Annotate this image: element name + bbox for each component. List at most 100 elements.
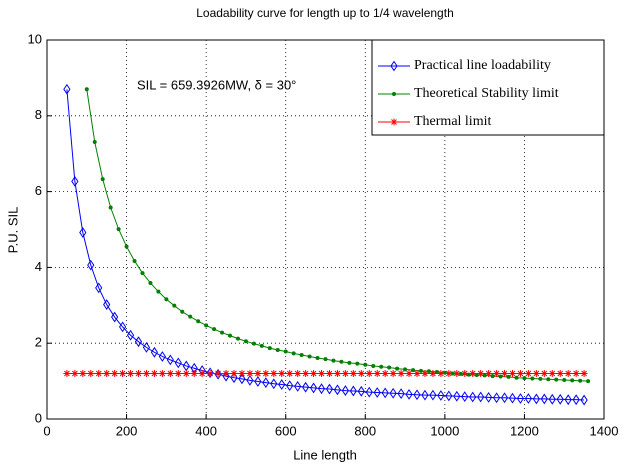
marker [453, 370, 461, 378]
marker [294, 381, 302, 392]
marker [214, 370, 222, 378]
marker [238, 373, 246, 385]
marker [403, 367, 408, 372]
x-tick-label: 0 [43, 423, 50, 438]
marker [482, 373, 487, 378]
legend-marker [390, 60, 398, 72]
marker [118, 321, 127, 333]
x-tick-label: 1200 [510, 423, 539, 438]
marker [126, 329, 135, 341]
marker [469, 370, 477, 378]
marker [87, 259, 95, 271]
marker [349, 370, 357, 378]
marker [532, 393, 540, 405]
marker [469, 391, 477, 403]
marker [142, 370, 150, 378]
marker [302, 370, 310, 378]
marker [554, 377, 559, 382]
marker [310, 370, 318, 378]
marker [548, 370, 556, 378]
marker [397, 388, 405, 400]
marker [570, 378, 575, 383]
marker [164, 297, 169, 302]
marker [556, 393, 564, 405]
marker [156, 289, 161, 294]
marker [477, 391, 485, 403]
marker [437, 370, 445, 378]
marker [317, 383, 326, 395]
marker [548, 393, 556, 405]
marker [103, 299, 111, 310]
marker [150, 370, 158, 378]
marker [516, 393, 525, 404]
marker [222, 370, 230, 382]
marker [339, 359, 344, 364]
marker [246, 370, 254, 378]
marker [405, 370, 413, 378]
marker [413, 389, 421, 401]
marker [228, 333, 233, 338]
marker [365, 370, 373, 378]
marker [190, 370, 198, 378]
marker [188, 314, 193, 319]
marker [262, 377, 270, 389]
marker [564, 394, 572, 406]
marker [95, 282, 103, 294]
marker [493, 370, 501, 378]
marker [341, 385, 349, 396]
marker [508, 370, 516, 378]
marker [418, 368, 423, 373]
marker [238, 370, 246, 378]
marker [429, 389, 437, 401]
marker [132, 258, 137, 263]
marker [259, 343, 264, 348]
marker [63, 370, 71, 378]
marker [349, 385, 357, 397]
marker [92, 139, 97, 144]
legend-label: Theoretical Stability limit [414, 86, 559, 101]
marker [492, 392, 501, 404]
marker [445, 390, 453, 402]
series-line [66, 89, 585, 401]
marker [347, 360, 352, 365]
marker [315, 355, 320, 360]
marker [434, 370, 439, 375]
marker [562, 377, 567, 382]
marker [309, 382, 318, 394]
marker [87, 370, 95, 378]
marker [389, 370, 397, 378]
marker [474, 373, 479, 378]
marker [116, 227, 121, 232]
marker [302, 381, 310, 393]
marker [127, 370, 135, 378]
y-tick-label: 4 [35, 259, 42, 274]
marker [522, 376, 527, 381]
marker [134, 336, 143, 348]
marker [174, 370, 182, 378]
marker [111, 311, 119, 323]
marker [318, 370, 326, 378]
legend-marker [392, 92, 396, 96]
marker [307, 354, 312, 359]
marker [286, 370, 294, 378]
marker [71, 370, 79, 378]
marker [262, 370, 270, 378]
marker [373, 387, 381, 398]
marker [182, 370, 190, 378]
marker [108, 205, 113, 210]
marker [140, 271, 145, 276]
marker [514, 375, 519, 380]
marker [426, 369, 431, 374]
marker [63, 83, 71, 95]
marker [278, 379, 286, 390]
marker [111, 370, 119, 378]
legend: Practical line loadability Theoretical St… [371, 39, 605, 136]
marker [586, 379, 591, 384]
chart-title: Loadability curve for length up to 1/4 w… [196, 6, 454, 20]
marker [572, 370, 580, 378]
marker [333, 370, 341, 378]
marker [235, 336, 240, 341]
marker [540, 393, 548, 405]
marker [498, 374, 503, 379]
